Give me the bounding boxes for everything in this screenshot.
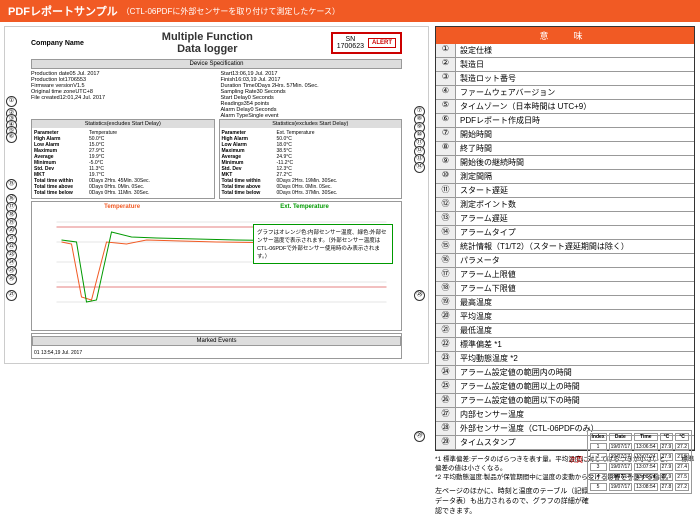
bottom-note: 左ページのほかに、時刻と温度のテーブル（記録データ表）も出力されるので、グラフの… [435, 486, 595, 516]
legend-row: ⑦開始時間 [436, 128, 694, 142]
header-sub: （CTL-06PDFに外部センサーを取り付けて測定したケース） [122, 6, 340, 17]
legend-header: 意 味 [436, 27, 694, 44]
stat-left: ParameterTemperatureHigh Alarm50.0°CLow … [32, 128, 214, 198]
alert-badge: ALERT [368, 38, 396, 48]
legend-row: ⑧終了時間 [436, 142, 694, 156]
legend-row: ⑭アラームタイプ [436, 226, 694, 240]
marker-1: ① [6, 96, 17, 107]
stat-right: ParameterExt. TemperatureHigh Alarm50.0°… [220, 128, 402, 198]
legend-row: ㉗内部センサー温度 [436, 408, 694, 422]
spec-header: Device Specification [31, 59, 402, 69]
legend-row: ⑥PDFレポート作成日時 [436, 114, 694, 128]
marked-events: Marked Events 01 13:54,19 Jul. 2017 [31, 333, 402, 359]
legend-row: ⑰アラーム上限値 [436, 268, 694, 282]
legend-row: ⑲最高温度 [436, 296, 694, 310]
chart-note: グラフはオレンジ色:内部センサー温度、緑色:外部センサー温度で表示されます。（外… [253, 224, 393, 264]
spec-right: Start13:06,19 Jul. 2017Finish16:03,19 Ju… [221, 71, 403, 119]
chart: TemperatureExt. Temperature グラフはオレンジ色:内部… [31, 201, 402, 331]
legend-row: ㉕アラーム設定値の範囲以上の時間 [436, 380, 694, 394]
marker-15: ⑮ [6, 179, 17, 190]
legend-row: ①設定仕様 [436, 44, 694, 58]
legend-row: ㉒標準偏差 *1 [436, 338, 694, 352]
header-bar: PDFレポートサンプル （CTL-06PDFに外部センサーを取り付けて測定したケ… [0, 0, 700, 22]
legend-row: ㉓平均動態温度 *2 [436, 352, 694, 366]
legend-row: ⑤タイムゾーン（日本時間は UTC+9） [436, 100, 694, 114]
legend-table: 意 味 ①設定仕様②製造日③製造ロット番号④ファームウェアバージョン⑤タイムゾー… [435, 26, 695, 451]
mini-data-table: IndexDateTime°C°C119/07/1713:06:5427.927… [587, 430, 692, 494]
legend-row: ⑮統計情報（T1/T2）（スタート遅延期間は除く） [436, 240, 694, 254]
marker-27: ㉗ [6, 290, 17, 301]
legend-row: ⑱アラーム下限値 [436, 282, 694, 296]
legend-row: ㉖アラーム設定値の範囲以下の時間 [436, 394, 694, 408]
header-title: PDFレポートサンプル [8, 3, 118, 19]
marker-6: ⑥ [6, 132, 17, 143]
legend-row: ⑬アラーム遅延 [436, 212, 694, 226]
legend-row: ⑫測定ポイント数 [436, 198, 694, 212]
sn-box: SN1700623 ALERT [331, 32, 402, 54]
company-name: Company Name [31, 40, 84, 47]
legend-row: ⑨開始後の継続時間 [436, 156, 694, 170]
pdf-preview: Company Name Multiple FunctionData logge… [4, 26, 429, 516]
marker-28: ㉘ [414, 290, 425, 301]
legend-row: ④ファームウェアバージョン [436, 86, 694, 100]
legend-row: ⑪スタート遅延 [436, 184, 694, 198]
legend-row: ㉑最低温度 [436, 324, 694, 338]
marker-29: ㉙ [414, 431, 425, 442]
legend-row: ㉔アラーム設定値の範囲内の時間 [436, 366, 694, 380]
pdf-title: Multiple FunctionData logger [162, 31, 253, 55]
marker-14: ⑭ [414, 162, 425, 173]
legend-row: ⑩測定間隔 [436, 170, 694, 184]
marker-26: ㉖ [6, 274, 17, 285]
legend-row: ③製造ロット番号 [436, 72, 694, 86]
legend-row: ⑯パラメータ [436, 254, 694, 268]
legend-row: ②製造日 [436, 58, 694, 72]
legend-row: ⑳平均温度 [436, 310, 694, 324]
spec-left: Production date05 Jul. 2017Production lo… [31, 71, 213, 119]
